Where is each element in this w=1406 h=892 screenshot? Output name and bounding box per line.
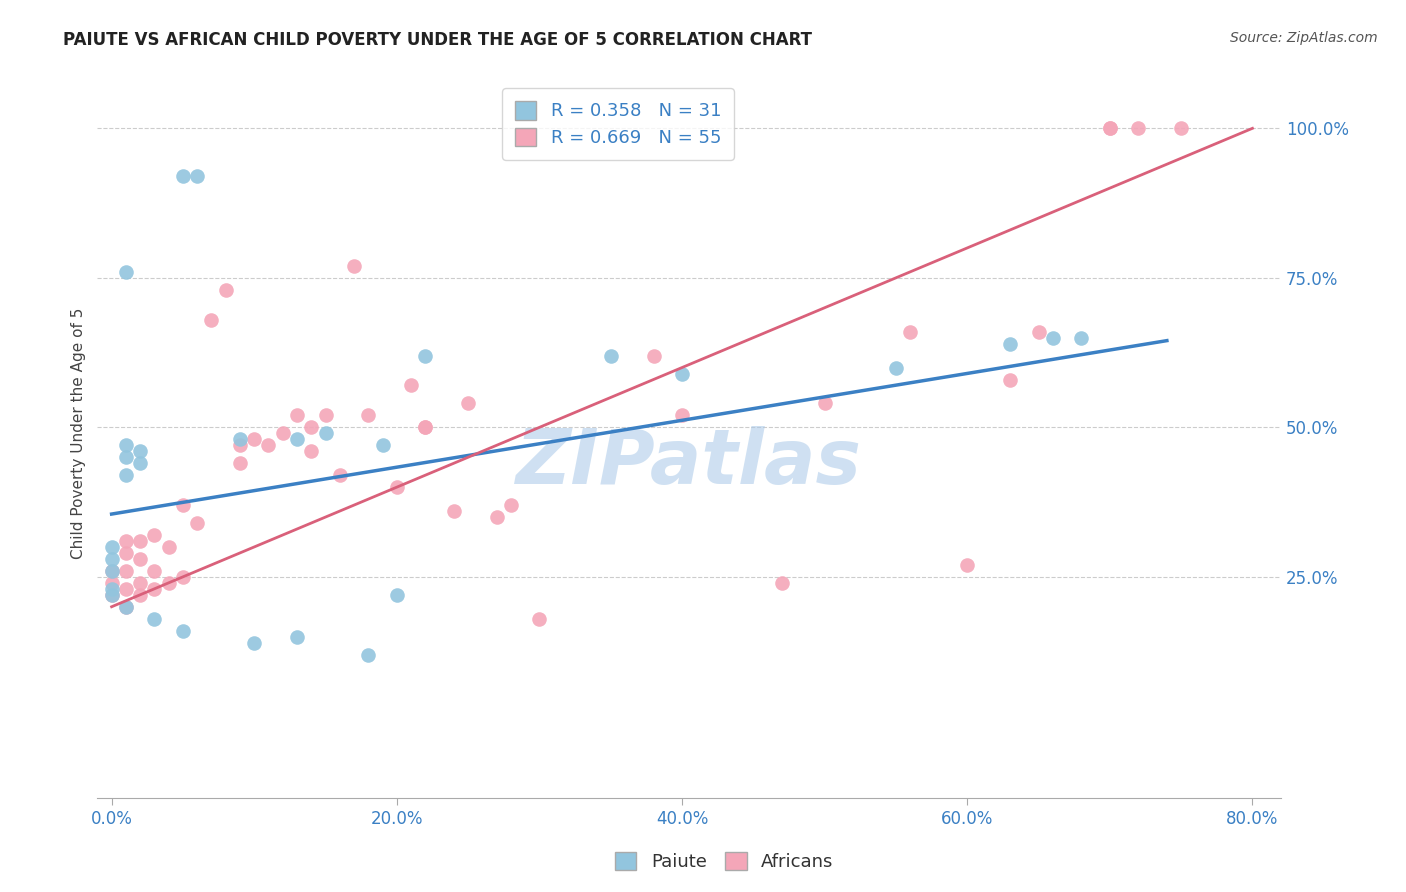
Point <box>671 367 693 381</box>
Point <box>770 575 793 590</box>
Point <box>100 582 122 596</box>
Point <box>285 432 308 446</box>
Point <box>998 336 1021 351</box>
Point <box>115 582 138 596</box>
Point <box>385 588 408 602</box>
Point <box>1098 121 1121 136</box>
Point <box>285 409 308 423</box>
Point <box>115 599 138 614</box>
Point <box>115 564 138 578</box>
Point <box>485 510 508 524</box>
Point <box>1028 325 1050 339</box>
Point <box>143 612 166 626</box>
Point <box>329 468 352 483</box>
Point <box>129 552 152 566</box>
Point <box>129 533 152 548</box>
Point <box>814 396 837 410</box>
Point <box>299 444 322 458</box>
Point <box>243 635 266 649</box>
Point <box>371 438 394 452</box>
Point <box>143 528 166 542</box>
Point <box>1042 331 1064 345</box>
Point <box>100 540 122 554</box>
Point <box>415 349 437 363</box>
Legend: R = 0.358   N = 31, R = 0.669   N = 55: R = 0.358 N = 31, R = 0.669 N = 55 <box>502 88 734 160</box>
Point <box>115 265 138 279</box>
Point <box>100 552 122 566</box>
Text: ZIPatlas: ZIPatlas <box>516 425 862 500</box>
Point <box>357 409 380 423</box>
Point <box>285 630 308 644</box>
Point <box>229 456 252 470</box>
Point <box>186 516 208 530</box>
Point <box>898 325 921 339</box>
Text: PAIUTE VS AFRICAN CHILD POVERTY UNDER THE AGE OF 5 CORRELATION CHART: PAIUTE VS AFRICAN CHILD POVERTY UNDER TH… <box>63 31 813 49</box>
Point <box>229 438 252 452</box>
Point <box>100 588 122 602</box>
Point <box>257 438 280 452</box>
Point <box>143 582 166 596</box>
Point <box>172 624 194 638</box>
Point <box>529 612 551 626</box>
Text: Source: ZipAtlas.com: Source: ZipAtlas.com <box>1230 31 1378 45</box>
Point <box>315 426 337 441</box>
Point <box>143 564 166 578</box>
Point <box>415 420 437 434</box>
Point <box>1128 121 1150 136</box>
Y-axis label: Child Poverty Under the Age of 5: Child Poverty Under the Age of 5 <box>72 308 86 559</box>
Point <box>172 570 194 584</box>
Point <box>415 420 437 434</box>
Point <box>671 409 693 423</box>
Point <box>399 378 422 392</box>
Point <box>157 575 180 590</box>
Point <box>115 468 138 483</box>
Point <box>343 259 366 273</box>
Legend: Paiute, Africans: Paiute, Africans <box>607 845 841 879</box>
Point <box>172 169 194 183</box>
Point <box>229 432 252 446</box>
Point <box>271 426 294 441</box>
Point <box>129 575 152 590</box>
Point <box>115 438 138 452</box>
Point <box>956 558 979 572</box>
Point <box>643 349 665 363</box>
Point <box>100 575 122 590</box>
Point <box>157 540 180 554</box>
Point <box>100 564 122 578</box>
Point <box>299 420 322 434</box>
Point <box>172 498 194 512</box>
Point <box>499 498 522 512</box>
Point <box>115 533 138 548</box>
Point <box>200 312 222 326</box>
Point <box>186 169 208 183</box>
Point <box>1098 121 1121 136</box>
Point <box>998 372 1021 386</box>
Point <box>315 409 337 423</box>
Point <box>100 564 122 578</box>
Point <box>215 283 238 297</box>
Point <box>115 599 138 614</box>
Point <box>385 480 408 494</box>
Point <box>129 444 152 458</box>
Point <box>357 648 380 662</box>
Point <box>129 588 152 602</box>
Point <box>443 504 465 518</box>
Point <box>599 349 621 363</box>
Point <box>115 450 138 465</box>
Point <box>457 396 479 410</box>
Point <box>243 432 266 446</box>
Point <box>100 588 122 602</box>
Point <box>129 456 152 470</box>
Point <box>884 360 907 375</box>
Point <box>1170 121 1192 136</box>
Point <box>1070 331 1092 345</box>
Point <box>115 546 138 560</box>
